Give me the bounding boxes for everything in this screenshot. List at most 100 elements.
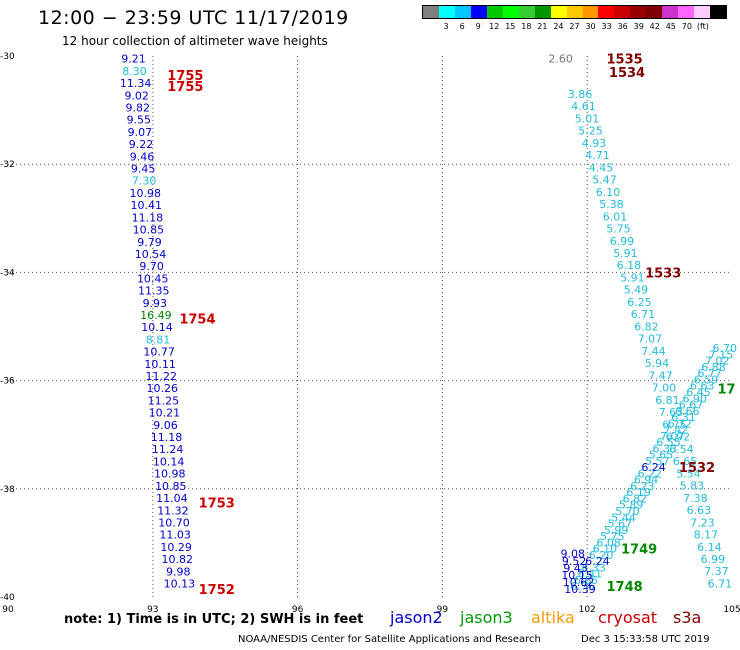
swh-value: 11.18 bbox=[132, 211, 164, 224]
swh-value: 10.15 bbox=[561, 569, 593, 582]
swh-value: 6.41 bbox=[578, 568, 603, 581]
swh-value: 5.38 bbox=[599, 198, 624, 211]
legend-jason2: jason2 bbox=[390, 608, 443, 627]
swh-value: 5.47 bbox=[592, 174, 617, 187]
swh-value: 5.89 bbox=[619, 499, 644, 512]
time-label: 1535 bbox=[607, 53, 643, 68]
y-tick-label: -36 bbox=[0, 377, 15, 387]
swh-value: 6.20 bbox=[589, 549, 614, 562]
swh-value: 10.85 bbox=[133, 224, 165, 237]
colorbar-label: 9 bbox=[475, 22, 481, 31]
swh-value: 6.08 bbox=[596, 536, 621, 549]
swh-value: 6.45 bbox=[686, 386, 711, 399]
swh-value: 11.25 bbox=[148, 394, 180, 407]
swh-value: 9.79 bbox=[137, 236, 162, 249]
time-label: 1755 bbox=[167, 80, 203, 95]
swh-value: 7.63 bbox=[659, 406, 684, 419]
swh-value: 10.39 bbox=[564, 583, 596, 596]
time-label: 1749 bbox=[621, 542, 657, 557]
swh-value: 6.33 bbox=[653, 442, 678, 455]
colorbar-label: 24 bbox=[553, 22, 564, 31]
swh-value: 7.44 bbox=[641, 345, 666, 358]
time-label: 1533 bbox=[645, 266, 681, 281]
colorbar-swatch bbox=[454, 6, 471, 18]
swh-value: 7.42 bbox=[664, 424, 689, 437]
swh-value: 7.37 bbox=[704, 565, 729, 578]
time-label: 1748 bbox=[607, 580, 643, 595]
swh-value: 6.81 bbox=[655, 394, 680, 407]
swh-value: 9.07 bbox=[128, 126, 153, 139]
swh-value: 6.22 bbox=[638, 467, 663, 480]
colorbar-label: 30 bbox=[585, 22, 596, 31]
colorbar-label: 42 bbox=[649, 22, 660, 31]
time-label: 1532 bbox=[679, 461, 715, 476]
colorbar-swatch bbox=[646, 6, 663, 18]
colorbar-label: 15 bbox=[505, 22, 516, 31]
swh-value: 5.67 bbox=[608, 518, 633, 531]
colorbar-label: 12 bbox=[489, 22, 500, 31]
swh-value: 7.47 bbox=[648, 369, 673, 382]
colorbar-swatch bbox=[630, 6, 647, 18]
colorbar-label: 39 bbox=[633, 22, 644, 31]
legend-jason3: jason3 bbox=[460, 608, 513, 627]
swh-value: 10.70 bbox=[158, 516, 190, 529]
swh-value: 8.17 bbox=[694, 529, 719, 542]
swh-value: 10.13 bbox=[164, 577, 196, 590]
swh-value: 16.49 bbox=[140, 309, 172, 322]
colorbar-swatch bbox=[438, 6, 455, 18]
y-tick-label: -34 bbox=[0, 268, 15, 278]
time-label: 1754 bbox=[179, 312, 215, 327]
swh-value: 6.55 bbox=[656, 436, 681, 449]
swh-value: 9.02 bbox=[124, 89, 149, 102]
swh-value: 8.30 bbox=[122, 65, 147, 78]
swh-value: 10.85 bbox=[155, 480, 187, 493]
swh-value: 11.35 bbox=[138, 285, 170, 298]
swh-value: 9.46 bbox=[130, 150, 155, 163]
legend-altika: altika bbox=[531, 608, 575, 627]
colorbar bbox=[422, 5, 727, 19]
swh-value: 6.24 bbox=[585, 555, 610, 568]
colorbar-swatch bbox=[518, 6, 535, 18]
swh-value: 11.32 bbox=[157, 504, 189, 517]
y-tick-label: -40 bbox=[0, 593, 15, 603]
colorbar-swatch bbox=[502, 6, 519, 18]
swh-value: 10.98 bbox=[129, 187, 161, 200]
swh-value: 5.75 bbox=[606, 223, 631, 236]
swh-value: 10.41 bbox=[131, 199, 163, 212]
swh-value: 5.01 bbox=[575, 112, 600, 125]
swh-value: 2.60 bbox=[548, 53, 573, 66]
swh-value: 6.10 bbox=[596, 186, 621, 199]
x-tick-label: 90 bbox=[2, 605, 14, 615]
time-label: 17 bbox=[718, 383, 736, 398]
swh-value: 9.06 bbox=[153, 419, 178, 432]
time-label: 1534 bbox=[609, 66, 645, 81]
swh-value: 6.99 bbox=[610, 235, 635, 248]
swh-value: 6.14 bbox=[697, 541, 722, 554]
colorbar-labels: 3 6 9 12 15 18 21 24 27 30 33 36 39 42 45 70 (ft) bbox=[422, 22, 727, 34]
swh-value: 6.33 bbox=[581, 561, 606, 574]
legend-s3a: s3a bbox=[673, 608, 702, 627]
swh-value: 5.57 bbox=[645, 455, 670, 468]
colorbar-label: (ft) bbox=[696, 22, 709, 31]
time-label: 1755 bbox=[167, 69, 203, 84]
swh-value: 10.62 bbox=[563, 576, 595, 589]
swh-value: 6.90 bbox=[683, 392, 708, 405]
swh-value: 10.54 bbox=[135, 248, 167, 261]
swh-value: 6.54 bbox=[669, 443, 694, 456]
swh-value: 11.34 bbox=[120, 77, 152, 90]
page-subtitle: 12 hour collection of altimeter wave hei… bbox=[62, 34, 328, 48]
swh-value: 7.30 bbox=[132, 175, 157, 188]
swh-value: 5.49 bbox=[624, 284, 649, 297]
swh-value: 6.59 bbox=[694, 373, 719, 386]
swh-value: 6.63 bbox=[687, 504, 712, 517]
swh-value: 10.14 bbox=[141, 321, 173, 334]
swh-value: 9.93 bbox=[143, 297, 168, 310]
swh-value: 7.38 bbox=[683, 492, 708, 505]
swh-value: 6.71 bbox=[631, 308, 656, 321]
swh-value: 10.29 bbox=[160, 541, 192, 554]
legend-cryosat: cryosat bbox=[598, 608, 658, 627]
swh-value: 4.45 bbox=[589, 161, 614, 174]
swh-value: 5.91 bbox=[613, 247, 638, 260]
swh-value: 10.82 bbox=[161, 553, 193, 566]
swh-value: 6.75 bbox=[662, 418, 687, 431]
